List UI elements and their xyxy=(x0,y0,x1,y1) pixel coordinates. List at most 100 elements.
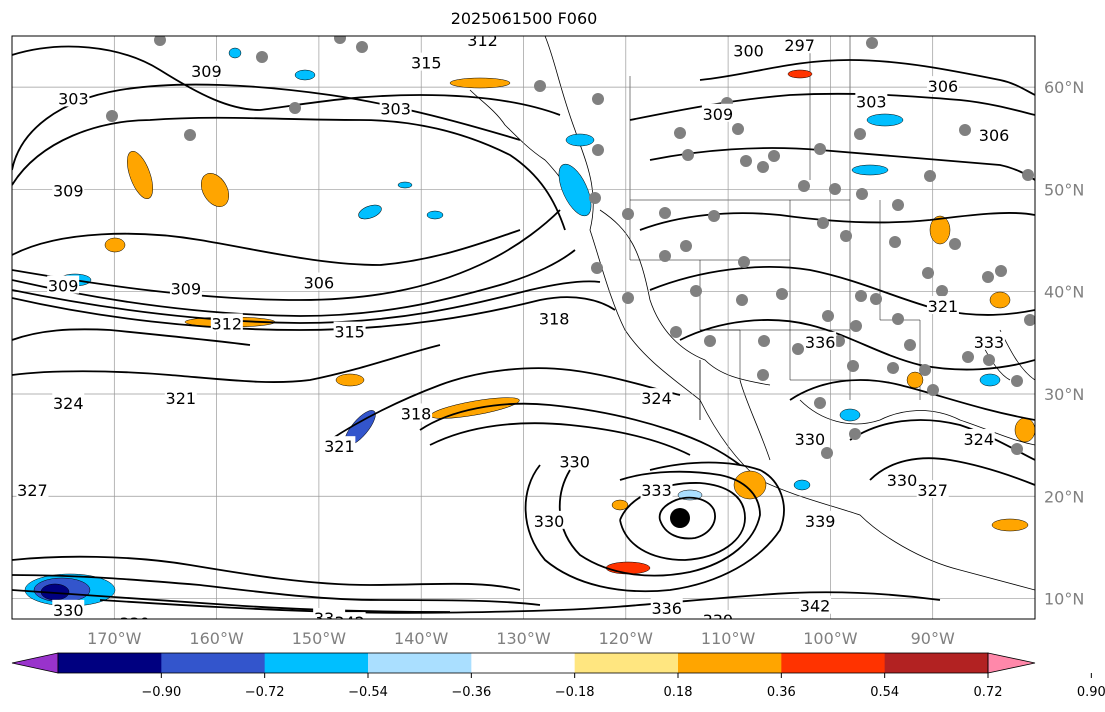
contour-label-background xyxy=(323,436,356,455)
contour-label: 315 xyxy=(411,54,442,73)
contour-label-background xyxy=(52,393,85,412)
colorbar-tick-label: 0.18 xyxy=(664,685,693,700)
colorbar-segment xyxy=(58,653,162,673)
contour-label-background xyxy=(732,40,765,59)
contour-label-background xyxy=(926,296,959,315)
colorbar-tick-label: −0.36 xyxy=(451,685,491,700)
colorbar-segment xyxy=(161,653,266,673)
contour-label-background xyxy=(916,480,949,499)
contour-label: 342 xyxy=(334,613,365,632)
contour-label: 315 xyxy=(334,323,365,342)
contour-label-background xyxy=(783,36,816,54)
latitude-tick-label: 20°N xyxy=(1044,487,1084,506)
storm-center-marker xyxy=(670,508,690,528)
contour-label-background xyxy=(972,331,1005,350)
map-title: 2025061500 F060 xyxy=(450,9,598,28)
contour-label-background xyxy=(190,60,223,79)
longitude-tick-label: 150°W xyxy=(292,629,347,648)
contour-label-background xyxy=(962,429,995,448)
contour-label: 327 xyxy=(917,481,948,500)
longitude-tick-label: 120°W xyxy=(599,629,654,648)
contour-label: 300 xyxy=(733,41,764,60)
colorbar-tick-label: 0.54 xyxy=(870,685,899,700)
longitude-tick-label: 130°W xyxy=(496,629,551,648)
contour-label: 339 xyxy=(119,614,150,633)
colorbar-segment xyxy=(781,653,886,673)
colorbar-segment xyxy=(471,653,576,673)
contour-label-background xyxy=(558,451,591,470)
contour-label: 339 xyxy=(703,611,734,630)
latitude-tick-label: 30°N xyxy=(1044,385,1084,404)
contour-label-background xyxy=(538,308,571,327)
contour-label-background xyxy=(793,429,826,448)
longitude-tick-label: 170°W xyxy=(87,629,142,648)
contour-label: 333 xyxy=(641,481,672,500)
colorbar-tick-label: −0.72 xyxy=(245,685,285,700)
contour-label: 303 xyxy=(856,92,887,111)
contour-label: 306 xyxy=(304,274,335,293)
contour-label: 336 xyxy=(805,333,836,352)
contour-label: 327 xyxy=(17,481,48,500)
contour-label: 324 xyxy=(963,430,994,449)
contour-label: 309 xyxy=(191,62,222,81)
contour-label: 303 xyxy=(380,100,411,119)
contour-label: 342 xyxy=(800,597,831,616)
colorbar-segment xyxy=(264,653,369,673)
contour-label-background xyxy=(978,125,1011,144)
colorbar-segment xyxy=(368,653,472,673)
contour-label: 309 xyxy=(53,181,84,200)
latitude-tick-label: 40°N xyxy=(1044,283,1084,302)
contour-label: 336 xyxy=(53,629,84,648)
colorbar-tick-label: −0.54 xyxy=(348,685,388,700)
longitude-tick-label: 160°W xyxy=(189,629,244,648)
contour-label: 324 xyxy=(641,389,672,408)
contour-label-background xyxy=(16,480,49,499)
contour-label-background xyxy=(52,599,85,618)
contour-label-background xyxy=(926,76,959,95)
contour-label: 333 xyxy=(974,333,1005,352)
colorbar-segment xyxy=(884,653,989,673)
map-panel: 315 303 309 303 309 309 309 306 312 315 318 324 321 3… xyxy=(12,31,1035,648)
contour-label: 321 xyxy=(166,389,197,408)
contour-label-background xyxy=(466,36,499,49)
contour-label-background xyxy=(164,388,197,407)
contour-label: 303 xyxy=(58,89,89,108)
contour-label: 324 xyxy=(53,394,84,413)
contour-label: 318 xyxy=(539,309,570,328)
contour-label-background xyxy=(313,608,346,619)
latitude-tick-label: 50°N xyxy=(1044,180,1084,199)
colorbar-frame xyxy=(57,652,989,674)
contour-label: 339 xyxy=(314,609,345,628)
shaded-field xyxy=(24,47,1035,607)
longitude-tick-label: 90°W xyxy=(911,629,955,648)
colorbar-extend-low xyxy=(11,652,59,674)
map-frame xyxy=(11,35,1036,620)
contour-label-background xyxy=(210,313,243,332)
contour-label: 330 xyxy=(534,512,565,531)
contour-label-background xyxy=(701,103,734,122)
longitude-labels: 170°W 160°W 150°W 140°W 130°W 120°W 110°W 100°W… xyxy=(87,629,955,648)
colorbar: −0.90 −0.72 −0.54 −0.36 −0.18 0.18 0.36 0.54 0.7… xyxy=(11,652,1105,700)
contour-label-background xyxy=(333,321,366,340)
contour-label: 309 xyxy=(171,280,202,299)
contour-label: 330 xyxy=(887,471,918,490)
contour-label-background xyxy=(52,180,85,199)
colorbar-tick-label: 0.72 xyxy=(974,685,1003,700)
contour-label-background xyxy=(169,278,202,297)
contour-label: 321 xyxy=(928,297,959,316)
colorbar-tick-label: 0.36 xyxy=(767,685,796,700)
contour-label-background xyxy=(302,272,335,291)
contour-label-background xyxy=(886,469,919,488)
contour-label-background xyxy=(52,628,84,646)
contour-label-background xyxy=(57,88,90,107)
colorbar-segment xyxy=(678,653,782,673)
colorbar-tick-label: −0.18 xyxy=(555,685,595,700)
latitude-tick-label: 60°N xyxy=(1044,78,1084,97)
contour-label-background xyxy=(640,388,673,407)
contour-label-background xyxy=(118,613,151,619)
contour-label: 306 xyxy=(928,77,959,96)
contour-label-background xyxy=(855,91,888,110)
contour-label: 330 xyxy=(795,430,826,449)
contour-label: 312 xyxy=(467,31,498,50)
